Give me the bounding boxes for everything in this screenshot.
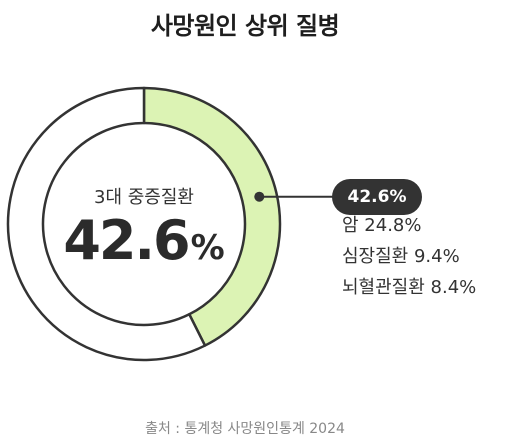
- center-value-group: 42.6%: [44, 214, 244, 268]
- center-label: 3대 중증질환: [94, 187, 194, 208]
- breakdown-name: 심장질환: [342, 246, 409, 267]
- breakdown-list: 암 24.8% 심장질환 9.4% 뇌혈관질환 8.4%: [342, 214, 476, 307]
- callout-badge: 42.6%: [332, 178, 422, 215]
- source-note: 출처 : 통계청 사망원인통계 2024: [145, 421, 345, 437]
- center-value: 42.6: [63, 209, 190, 272]
- donut-slice-highlight: [142, 86, 282, 347]
- breakdown-value: 9.4%: [413, 246, 460, 267]
- breakdown-value: 8.4%: [430, 277, 477, 298]
- center-unit: %: [190, 228, 225, 268]
- breakdown-name: 뇌혈관질환: [342, 277, 425, 298]
- breakdown-name: 암: [342, 215, 359, 236]
- breakdown-value: 24.8%: [364, 215, 422, 236]
- donut-slice-rest: [6, 86, 207, 362]
- chart-title: 사망원인 상위 질병: [150, 12, 340, 40]
- breakdown-item-cerebrovascular: 뇌혈관질환 8.4%: [342, 276, 476, 307]
- callout-dot: [254, 191, 265, 202]
- breakdown-item-heart: 심장질환 9.4%: [342, 245, 476, 276]
- breakdown-item-cancer: 암 24.8%: [342, 214, 476, 245]
